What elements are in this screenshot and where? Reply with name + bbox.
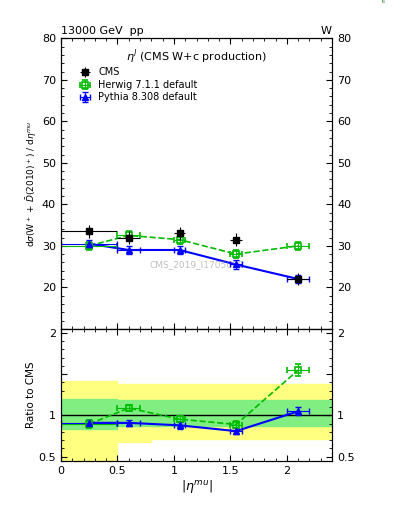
Text: 13000 GeV  pp: 13000 GeV pp: [61, 26, 143, 36]
Text: CMS_2019_I1705068: CMS_2019_I1705068: [149, 261, 244, 269]
Legend: CMS, Herwig 7.1.1 default, Pythia 8.308 default: CMS, Herwig 7.1.1 default, Pythia 8.308 …: [71, 63, 202, 106]
Y-axis label: Ratio to CMS: Ratio to CMS: [26, 361, 36, 428]
X-axis label: $|\eta^{mu}|$: $|\eta^{mu}|$: [181, 478, 212, 496]
Text: W: W: [321, 26, 332, 36]
Y-axis label: d$\sigma$(W$^+$ + $\bar{D}$(2010)$^+$) / d$\eta^{mu}$: d$\sigma$(W$^+$ + $\bar{D}$(2010)$^+$) /…: [24, 120, 39, 247]
Text: mcplots.cern.ch [arXiv:1306.3436]: mcplots.cern.ch [arXiv:1306.3436]: [382, 0, 387, 2]
Text: $\eta^l$ (CMS W+c production): $\eta^l$ (CMS W+c production): [126, 47, 267, 66]
